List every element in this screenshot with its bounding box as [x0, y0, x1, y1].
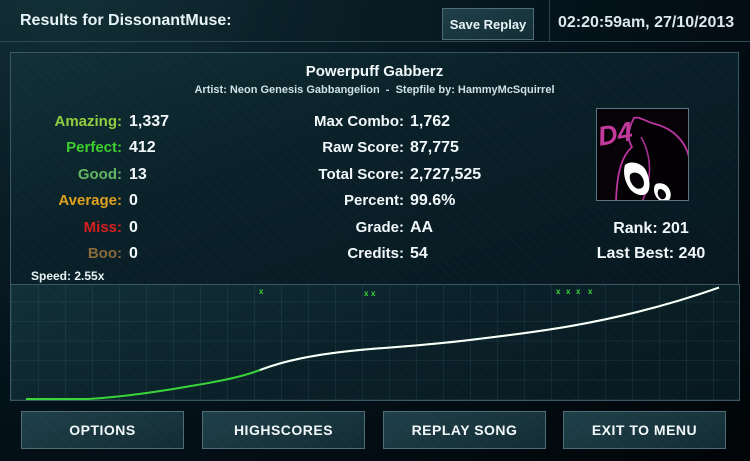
svg-text:x: x: [588, 287, 593, 296]
svg-text:x: x: [371, 289, 376, 298]
svg-text:x: x: [576, 287, 581, 296]
svg-text:x: x: [566, 287, 571, 296]
svg-text:x: x: [556, 287, 561, 296]
svg-text:D4: D4: [597, 116, 635, 152]
svg-text:x: x: [364, 289, 369, 298]
svg-text:x: x: [259, 287, 264, 296]
